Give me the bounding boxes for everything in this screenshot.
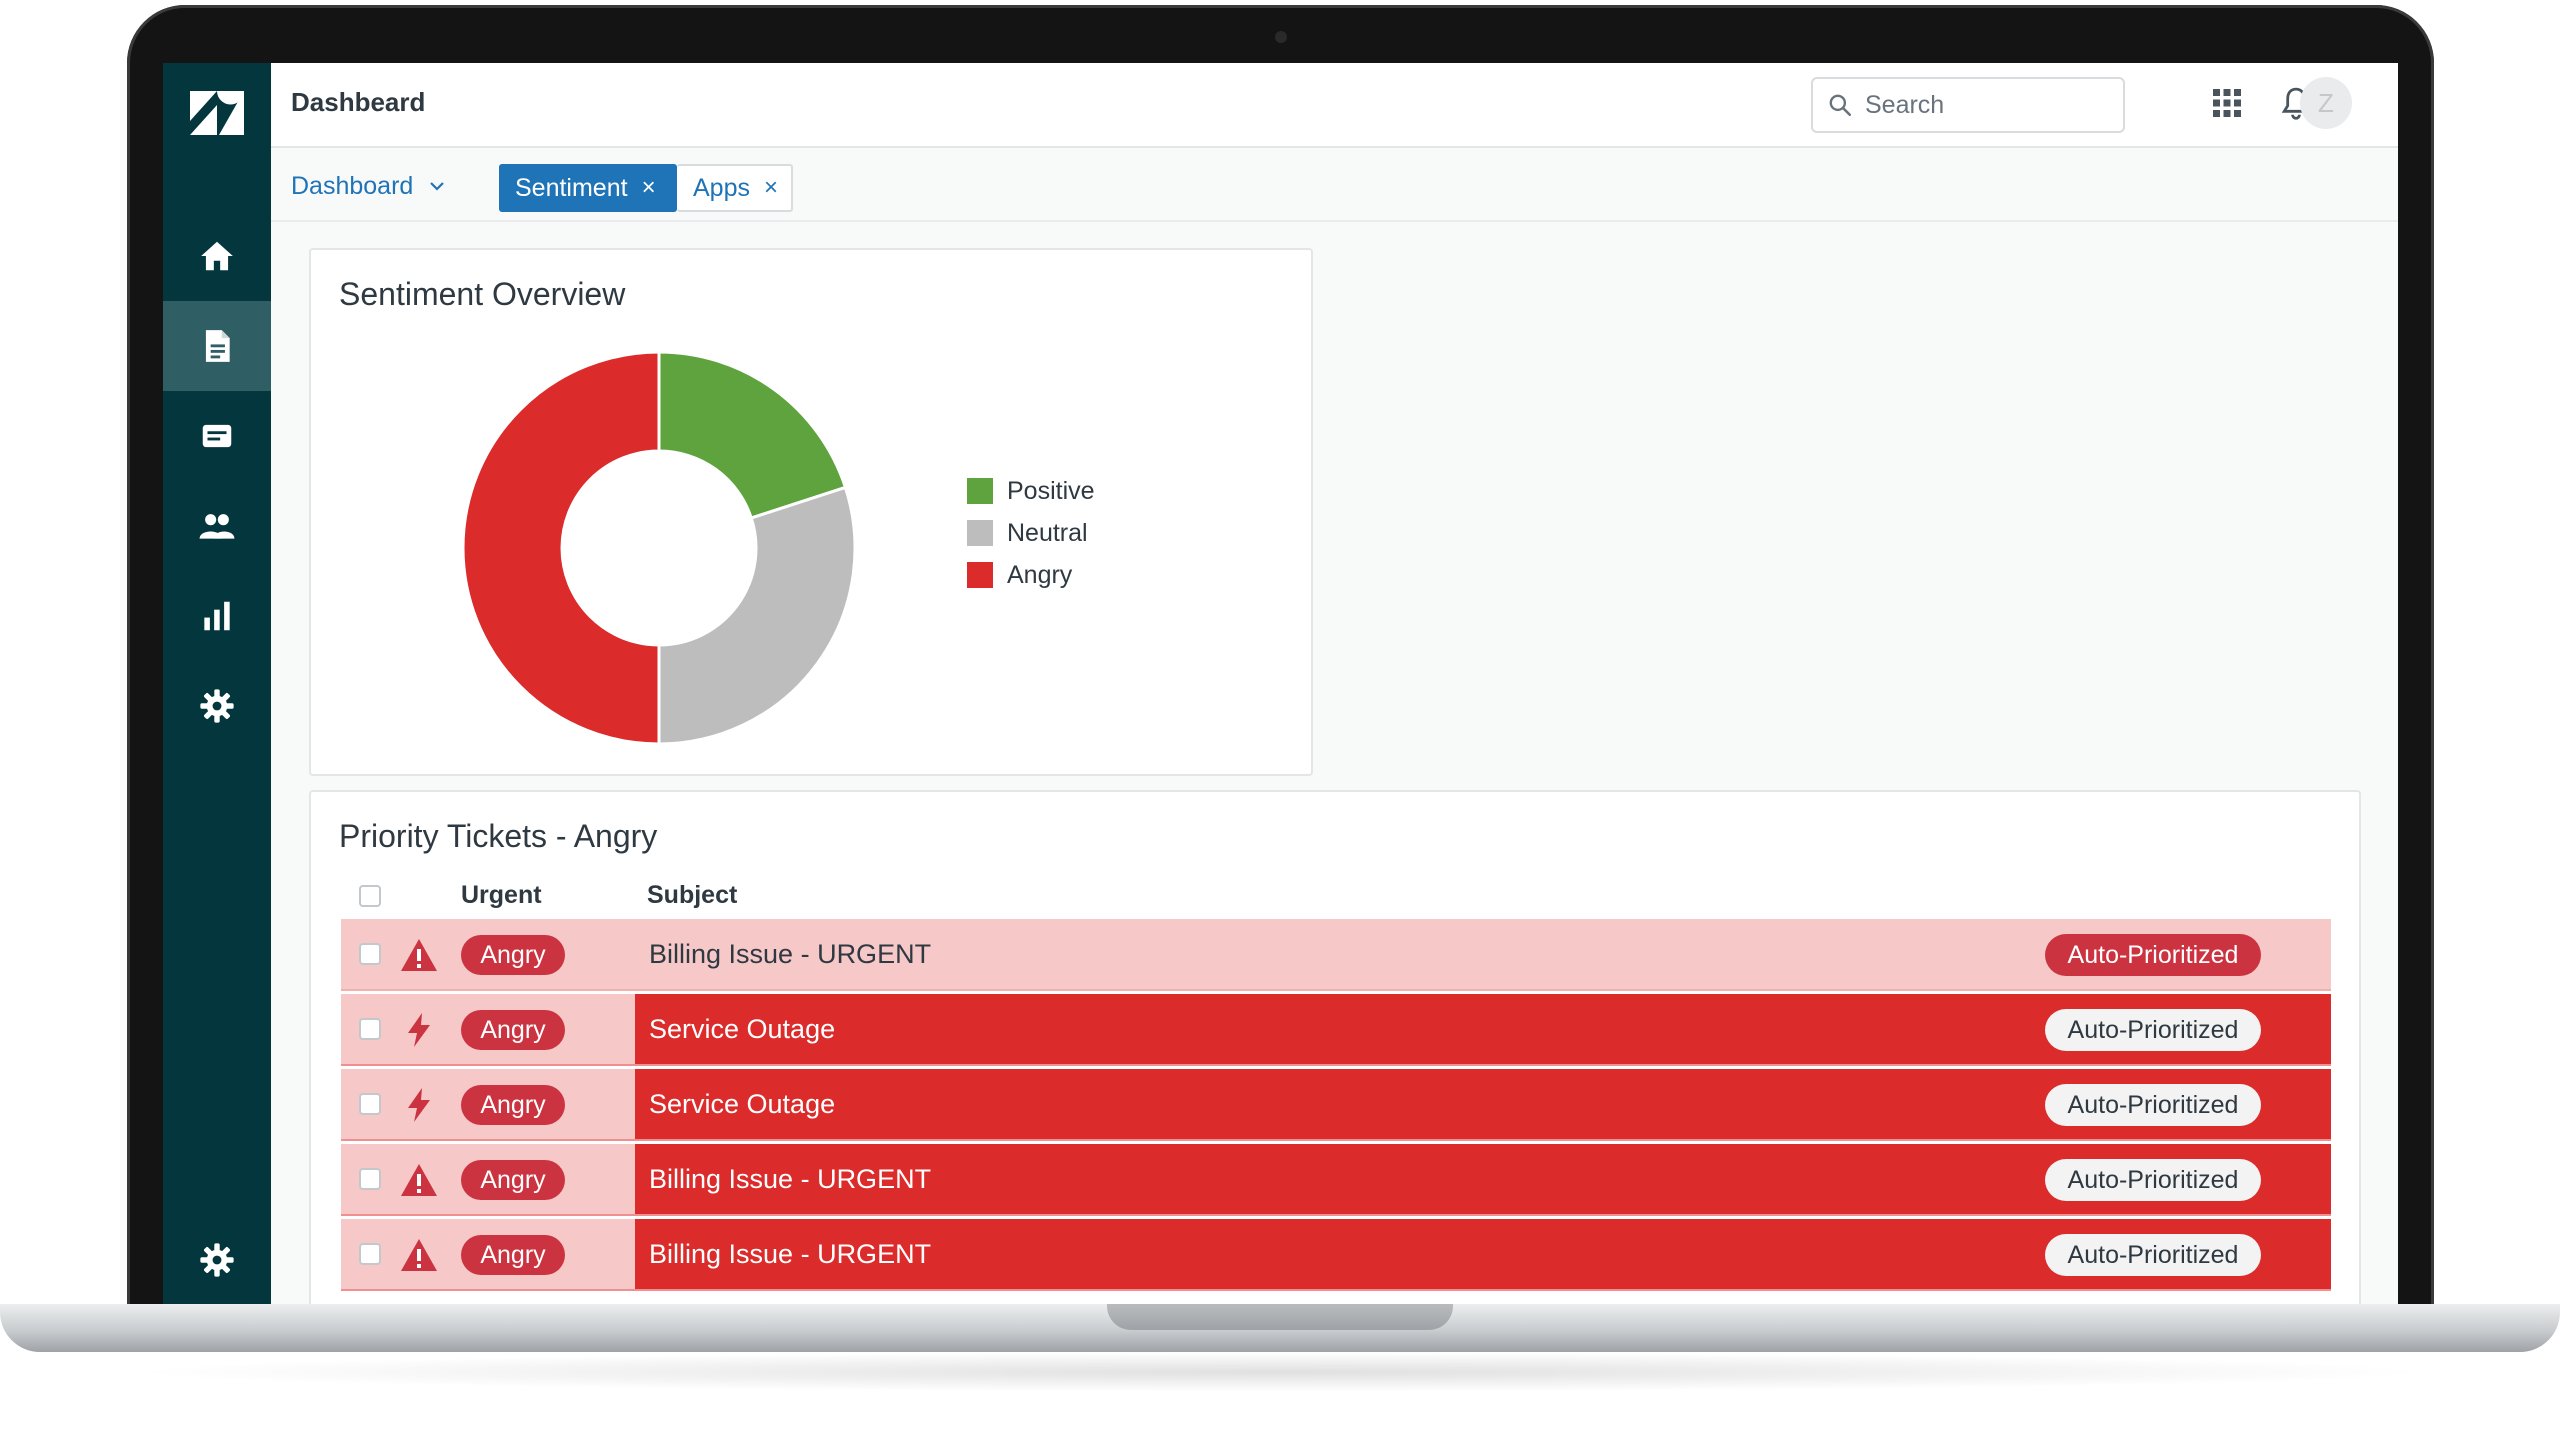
auto-prioritized-badge: Auto-Prioritized [2045, 934, 2261, 976]
legend-item-neutral: Neutral [967, 512, 1095, 554]
row-divider [341, 1139, 2331, 1141]
row-urgent-cell: Angry [341, 1069, 635, 1141]
users-icon[interactable] [163, 481, 271, 571]
row-subject-cell[interactable]: Service Outage Auto-Prioritized [635, 1069, 2331, 1141]
tickets-title: Priority Tickets - Angry [339, 818, 658, 854]
warning-icon [399, 935, 439, 975]
page-title: Dashbeard [291, 87, 426, 117]
screen: Dashbeard Z Dashboard Sentiment × Apps ×… [163, 63, 2398, 1305]
ticket-subject[interactable]: Service Outage [649, 1089, 836, 1119]
table-header: Urgent Subject [311, 875, 2359, 919]
legend-swatch [967, 562, 993, 588]
ticket-subject[interactable]: Billing Issue - URGENT [649, 1239, 932, 1269]
table-row[interactable]: Angry Service Outage Auto-Prioritized [341, 994, 2331, 1066]
close-icon[interactable]: × [641, 174, 656, 201]
row-urgent-cell: Angry [341, 919, 635, 991]
sidebar [163, 63, 271, 1305]
tab-dashboard[interactable]: Dashboard [291, 166, 447, 206]
donut-slice-angry[interactable] [461, 350, 661, 746]
row-subject-cell[interactable]: Billing Issue - URGENT Auto-Prioritized [635, 1219, 2331, 1291]
angry-badge: Angry [461, 1085, 565, 1125]
document-icon[interactable] [163, 301, 271, 391]
row-divider [341, 989, 2331, 991]
priority-tickets-card: Priority Tickets - Angry Urgent Subject … [309, 790, 2361, 1305]
tab-apps-label: Apps [693, 173, 750, 202]
column-subject[interactable]: Subject [647, 881, 738, 909]
angry-badge: Angry [461, 1010, 565, 1050]
table-row[interactable]: Angry Billing Issue - URGENT Auto-Prioriti… [341, 1144, 2331, 1216]
avatar[interactable]: Z [2300, 77, 2352, 129]
home-icon[interactable] [163, 211, 271, 301]
angry-badge: Angry [461, 1160, 565, 1200]
select-all-checkbox[interactable] [359, 885, 381, 907]
table-row[interactable]: Angry Billing Issue - URGENT Auto-Prioriti… [341, 1219, 2331, 1291]
row-checkbox[interactable] [359, 1093, 381, 1115]
camera [1275, 31, 1287, 43]
row-checkbox[interactable] [359, 1018, 381, 1040]
legend-item-positive: Positive [967, 470, 1095, 512]
chart-legend: Positive Neutral Angry [967, 470, 1095, 596]
row-divider [341, 1064, 2331, 1066]
auto-prioritized-badge: Auto-Prioritized [2045, 1009, 2261, 1051]
chat-icon[interactable] [163, 391, 271, 481]
row-urgent-cell: Angry [341, 1219, 635, 1291]
tab-sentiment[interactable]: Sentiment × [499, 164, 677, 212]
column-urgent[interactable]: Urgent [461, 881, 542, 909]
row-checkbox[interactable] [359, 1168, 381, 1190]
tab-bar: Dashboard Sentiment × Apps × [271, 148, 2398, 222]
donut-slice-neutral[interactable] [657, 485, 857, 746]
legend-label: Positive [1007, 476, 1095, 505]
row-subject-cell[interactable]: Billing Issue - URGENT Auto-Prioritized [635, 1144, 2331, 1216]
legend-swatch [967, 520, 993, 546]
admin-gear-icon[interactable] [163, 1215, 271, 1305]
close-icon[interactable]: × [763, 174, 778, 201]
settings-icon[interactable] [163, 661, 271, 751]
legend-swatch [967, 478, 993, 504]
auto-prioritized-badge: Auto-Prioritized [2045, 1084, 2261, 1126]
table-row[interactable]: Angry Service Outage Auto-Prioritized [341, 1069, 2331, 1141]
table-row[interactable]: Angry Billing Issue - URGENT Auto-Prioriti… [341, 919, 2331, 991]
tab-apps[interactable]: Apps × [677, 164, 793, 212]
bell-icon[interactable] [2274, 81, 2318, 125]
row-checkbox[interactable] [359, 1243, 381, 1265]
ticket-subject[interactable]: Service Outage [649, 1014, 836, 1044]
legend-label: Neutral [1007, 518, 1088, 547]
donut-slice-positive[interactable] [657, 350, 848, 520]
warning-icon [399, 1160, 439, 1200]
row-divider [341, 1214, 2331, 1216]
row-urgent-cell: Angry [341, 1144, 635, 1216]
angry-badge: Angry [461, 935, 565, 975]
reports-icon[interactable] [163, 571, 271, 661]
ticket-subject[interactable]: Billing Issue - URGENT [649, 939, 932, 969]
legend-item-angry: Angry [967, 554, 1095, 596]
topbar: Dashbeard Z [271, 63, 2398, 148]
logo-icon[interactable] [163, 63, 271, 163]
sentiment-donut-chart [461, 350, 857, 746]
lightning-icon [399, 1085, 439, 1125]
legend-label: Angry [1007, 560, 1073, 589]
tab-dashboard-label: Dashboard [291, 171, 414, 200]
chevron-down-icon [430, 182, 445, 191]
row-subject-cell[interactable]: Service Outage Auto-Prioritized [635, 994, 2331, 1066]
auto-prioritized-badge: Auto-Prioritized [2045, 1159, 2261, 1201]
sentiment-title: Sentiment Overview [339, 276, 626, 312]
apps-grid-icon[interactable] [2205, 81, 2249, 125]
lightning-icon [399, 1010, 439, 1050]
row-divider [341, 1289, 2331, 1291]
row-checkbox[interactable] [359, 943, 381, 965]
sentiment-card: Sentiment Overview Positive Neutral Angry [309, 248, 1313, 776]
auto-prioritized-badge: Auto-Prioritized [2045, 1234, 2261, 1276]
angry-badge: Angry [461, 1235, 565, 1275]
laptop-shadow [120, 1352, 2440, 1392]
row-subject-cell[interactable]: Billing Issue - URGENT Auto-Prioritized [635, 919, 2331, 991]
ticket-subject[interactable]: Billing Issue - URGENT [649, 1164, 932, 1194]
search-input[interactable] [1863, 87, 2117, 123]
search-box[interactable] [1811, 77, 2125, 133]
warning-icon [399, 1235, 439, 1275]
row-urgent-cell: Angry [341, 994, 635, 1066]
laptop-notch [1107, 1304, 1453, 1330]
search-icon [1829, 94, 1852, 117]
tab-sentiment-label: Sentiment [515, 173, 628, 202]
